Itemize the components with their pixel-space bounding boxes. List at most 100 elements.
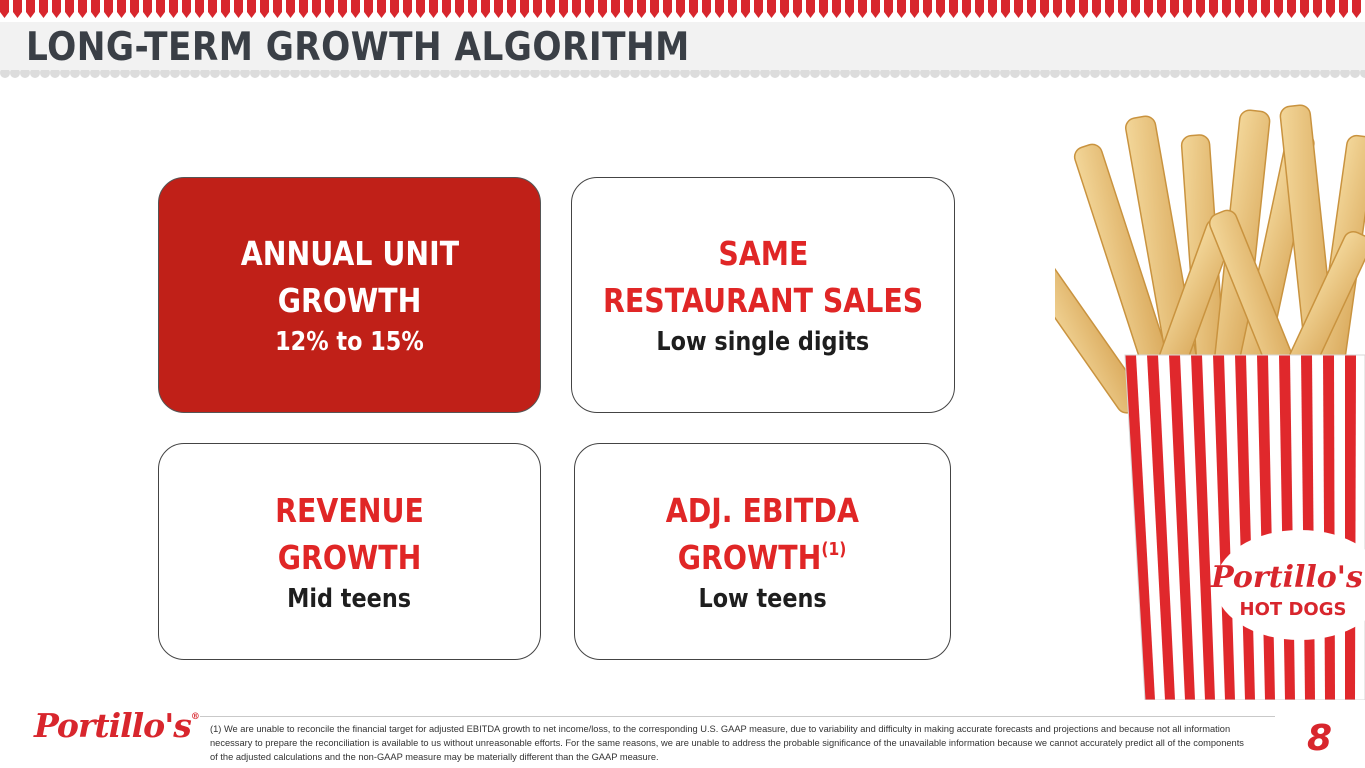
scallop-segment (560, 70, 570, 78)
scallop-segment (50, 70, 60, 78)
scallop-segment (880, 70, 890, 78)
scallop-segment (490, 70, 500, 78)
stripe-segment (806, 0, 815, 18)
scallop-segment (650, 70, 660, 78)
scallop-segment (380, 70, 390, 78)
scallop-segment (480, 70, 490, 78)
stripe-segment (78, 0, 87, 18)
stripe-segment (1313, 0, 1322, 18)
scallop-segment (60, 70, 70, 78)
scallop-segment (820, 70, 830, 78)
stripe-segment (923, 0, 932, 18)
scallop-segment (1330, 70, 1340, 78)
scallop-segment (110, 70, 120, 78)
scallop-segment (210, 70, 220, 78)
scallop-segment (280, 70, 290, 78)
title-bar (0, 22, 1365, 72)
scallop-segment (330, 70, 340, 78)
scallop-segment (350, 70, 360, 78)
stripe-segment (767, 0, 776, 18)
scallop-segment (1200, 70, 1210, 78)
stripe-segment (1222, 0, 1231, 18)
stripe-segment (975, 0, 984, 18)
scallop-segment (890, 70, 900, 78)
scallop-segment (1250, 70, 1260, 78)
scallop-segment (730, 70, 740, 78)
stripe-segment (494, 0, 503, 18)
scallop-segment (940, 70, 950, 78)
scallop-segment (390, 70, 400, 78)
stripe-segment (1144, 0, 1153, 18)
stripe-segment (429, 0, 438, 18)
stripe-segment (1014, 0, 1023, 18)
scallop-segment (1070, 70, 1080, 78)
stripe-segment (260, 0, 269, 18)
scallop-segment (140, 70, 150, 78)
scallop-segment (1300, 70, 1310, 78)
stripe-segment (676, 0, 685, 18)
scallop-segment (1290, 70, 1300, 78)
stripe-segment (728, 0, 737, 18)
stripe-segment (156, 0, 165, 18)
card-heading-line2: RESTAURANT SALES (602, 281, 924, 320)
stripe-segment (39, 0, 48, 18)
annual-unit-growth-card: ANNUAL UNIT GROWTH 12% to 15% (158, 177, 541, 413)
stripe-segment (403, 0, 412, 18)
stripe-segment (962, 0, 971, 18)
scallop-segment (620, 70, 630, 78)
scallop-segment (700, 70, 710, 78)
scallop-segment (640, 70, 650, 78)
stripe-segment (897, 0, 906, 18)
scallop-segment (630, 70, 640, 78)
stripe-segment (1261, 0, 1270, 18)
footnote-text: (1) We are unable to reconcile the finan… (210, 724, 1244, 762)
stripe-segment (1352, 0, 1361, 18)
scallop-segment (1320, 70, 1330, 78)
stripe-segment (182, 0, 191, 18)
footer-divider (200, 716, 1275, 717)
stripe-segment (702, 0, 711, 18)
scallop-segment (70, 70, 80, 78)
stripe-segment (1066, 0, 1075, 18)
stripe-segment (663, 0, 672, 18)
stripe-segment (858, 0, 867, 18)
stripe-segment (832, 0, 841, 18)
scallop-segment (910, 70, 920, 78)
stripe-segment (1183, 0, 1192, 18)
stripe-segment (1248, 0, 1257, 18)
stripe-segment (689, 0, 698, 18)
scallop-segment (120, 70, 130, 78)
scallop-segment (180, 70, 190, 78)
stripe-segment (117, 0, 126, 18)
scallop-segment (1000, 70, 1010, 78)
stripe-segment (52, 0, 61, 18)
stripe-segment (559, 0, 568, 18)
scallop-segment (1270, 70, 1280, 78)
stripe-segment (26, 0, 35, 18)
scallop-segment (1120, 70, 1130, 78)
stripe-segment (130, 0, 139, 18)
scallop-segment (530, 70, 540, 78)
scallop-segment (440, 70, 450, 78)
carton-emblem (1215, 530, 1365, 640)
scallop-segment (540, 70, 550, 78)
scallop-segment (990, 70, 1000, 78)
stripe-segment (1118, 0, 1127, 18)
registered-mark: ® (190, 712, 200, 722)
stripe-segment (1196, 0, 1205, 18)
scallop-segment (310, 70, 320, 78)
scallop-segment (100, 70, 110, 78)
stripe-segment (949, 0, 958, 18)
scallop-segment (10, 70, 20, 78)
card-heading-line1: REVENUE (275, 490, 424, 530)
scallop-segment (1050, 70, 1060, 78)
scallop-segment (250, 70, 260, 78)
scallop-segment (150, 70, 160, 78)
scallop-segment (960, 70, 970, 78)
scallop-segment (750, 70, 760, 78)
stripe-segment (650, 0, 659, 18)
stripe-segment (1326, 0, 1335, 18)
carton-stripe (1125, 355, 1155, 700)
card-heading-line2: GROWTH (277, 537, 422, 577)
scallop-segment (590, 70, 600, 78)
